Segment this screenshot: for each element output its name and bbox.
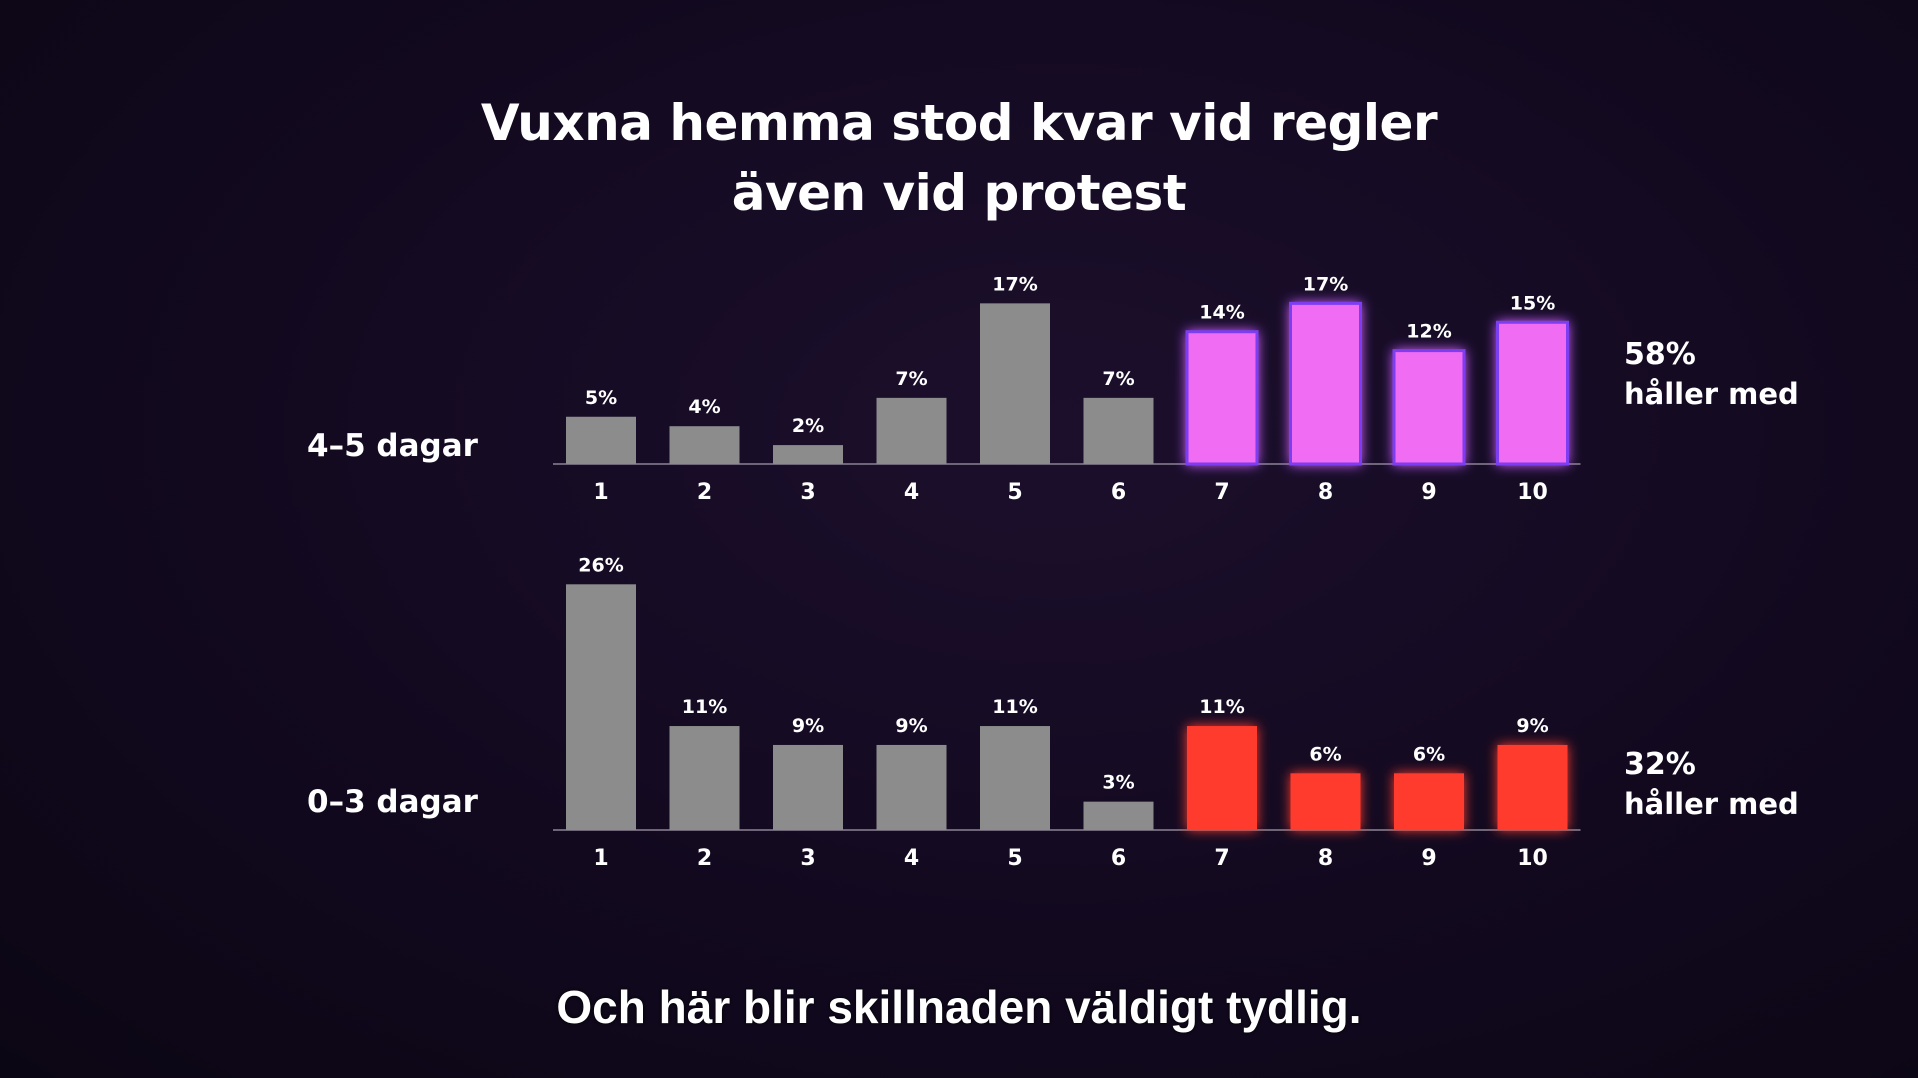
top-category-tick-label: 5: [1007, 480, 1022, 505]
bottom-bar-value-label: 11%: [682, 696, 727, 718]
top-bar-4: [876, 397, 947, 464]
bottom-category-tick-label: 4: [904, 846, 919, 871]
top-bar-3: [773, 445, 843, 464]
top-bar-value-label: 7%: [895, 368, 927, 390]
bottom-series-label: 0–3 dagar: [307, 784, 479, 820]
top-bar-9: [1392, 349, 1466, 466]
bottom-bar-1: [566, 584, 636, 830]
top-bar-5: [980, 303, 1050, 464]
bottom-bar-value-label: 11%: [992, 696, 1037, 718]
top-bar-value-label: 15%: [1510, 292, 1555, 314]
bottom-category-tick-label: 3: [800, 846, 815, 871]
bottom-category-tick-label: 8: [1318, 846, 1333, 871]
bottom-bar-2: [669, 726, 740, 830]
bottom-bar-4: [876, 744, 947, 830]
chart-title: Vuxna hemma stod kvar vid regler även vi…: [0, 88, 1918, 228]
bottom-category-tick-label: 9: [1421, 846, 1436, 871]
top-bar-value-label: 17%: [1303, 273, 1348, 295]
bottom-summary-text: håller med: [1624, 787, 1799, 821]
bottom-bar-value-label: 9%: [1516, 715, 1548, 737]
top-bar-8: [1289, 301, 1362, 466]
top-summary-text: håller med: [1624, 377, 1799, 411]
bottom-bar-7: [1187, 726, 1257, 830]
top-bar-value-label: 2%: [792, 415, 824, 437]
chart-title-line-1: Vuxna hemma stod kvar vid regler: [480, 94, 1438, 152]
top-bar-6: [1083, 397, 1154, 464]
top-category-tick-label: 2: [697, 480, 712, 505]
top-series-label: 4–5 dagar: [307, 428, 479, 464]
top-category-tick-label: 1: [593, 480, 608, 505]
bottom-bar-8: [1290, 773, 1361, 830]
top-bar-value-label: 5%: [585, 387, 617, 409]
bottom-category-tick-label: 1: [593, 846, 608, 871]
top-summary-value: 58%: [1624, 337, 1696, 372]
chart-title-line-2: även vid protest: [731, 164, 1187, 222]
top-bar-value-label: 17%: [992, 273, 1037, 295]
bottom-category-tick-label: 10: [1517, 846, 1548, 871]
top-bar-2: [669, 426, 740, 464]
top-bar-10: [1496, 320, 1569, 466]
bottom-bar-value-label: 11%: [1199, 696, 1244, 718]
top-category-tick-label: 8: [1318, 480, 1333, 505]
bottom-category-tick-label: 2: [697, 846, 712, 871]
bottom-bar-10: [1497, 744, 1568, 830]
bottom-bar-value-label: 9%: [792, 715, 824, 737]
bottom-bar-5: [980, 726, 1050, 830]
bottom-bar-6: [1083, 801, 1154, 830]
top-bar-1: [566, 416, 636, 464]
bottom-category-tick-label: 5: [1007, 846, 1022, 871]
bottom-bar-value-label: 3%: [1102, 772, 1134, 794]
top-category-tick-label: 7: [1214, 480, 1229, 505]
top-bar-value-label: 4%: [688, 396, 720, 418]
bottom-bar-3: [773, 744, 843, 830]
bottom-category-tick-label: 7: [1214, 846, 1229, 871]
bottom-bar-value-label: 6%: [1413, 743, 1445, 765]
bottom-bar-value-label: 26%: [578, 554, 623, 576]
top-category-tick-label: 10: [1517, 480, 1548, 505]
top-bar-7: [1185, 330, 1259, 466]
top-category-tick-label: 3: [800, 480, 815, 505]
bottom-bar-9: [1394, 773, 1464, 830]
top-bar-value-label: 7%: [1102, 368, 1134, 390]
bottom-summary-value: 32%: [1624, 747, 1696, 782]
top-category-tick-label: 9: [1421, 480, 1436, 505]
subtitle-caption: Och här blir skillnaden väldigt tydlig.: [556, 981, 1362, 1033]
top-category-tick-label: 6: [1111, 480, 1126, 505]
top-bar-value-label: 12%: [1406, 321, 1451, 343]
top-bar-value-label: 14%: [1199, 302, 1244, 324]
bottom-category-tick-label: 6: [1111, 846, 1126, 871]
bottom-bar-value-label: 9%: [895, 715, 927, 737]
top-category-tick-label: 4: [904, 480, 919, 505]
bottom-bar-value-label: 6%: [1309, 743, 1341, 765]
